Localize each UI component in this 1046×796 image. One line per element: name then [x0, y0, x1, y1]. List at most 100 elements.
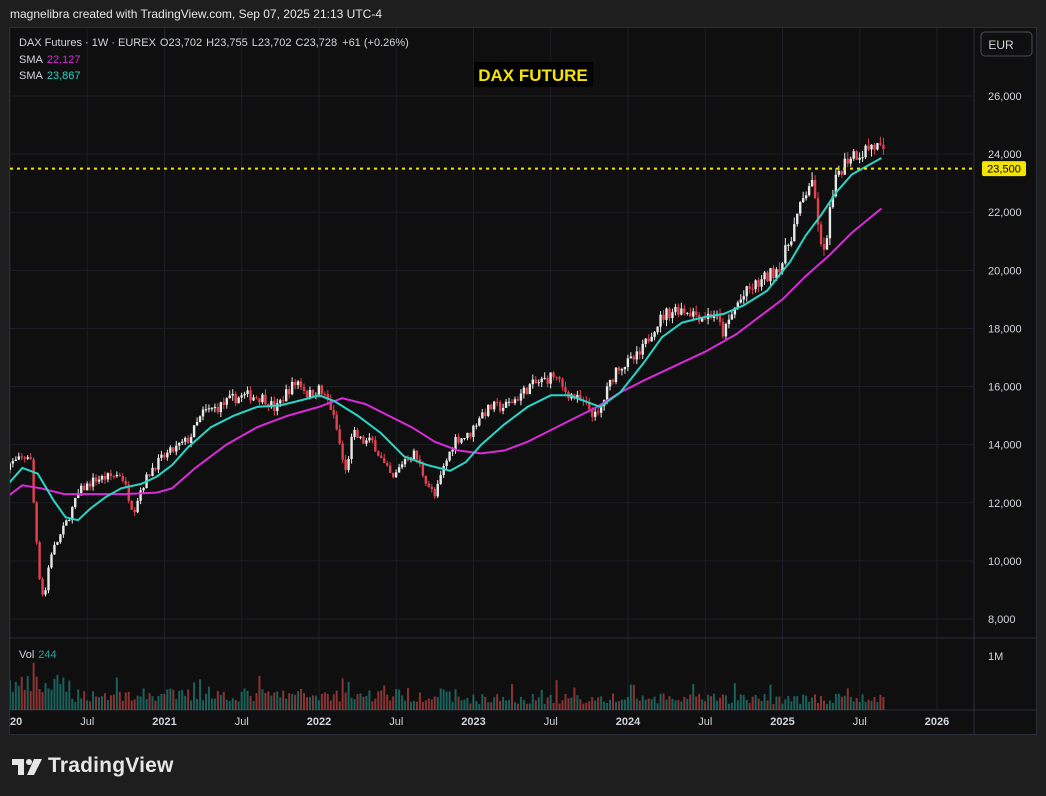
volume-bar	[505, 700, 508, 710]
candle-body	[198, 416, 202, 423]
y-tick-label: 20,000	[988, 265, 1022, 277]
candle-body	[555, 376, 558, 378]
candle-body	[576, 394, 579, 400]
volume-bar	[311, 695, 314, 710]
currency-button-frame[interactable]	[980, 31, 1033, 57]
volume-bar	[154, 700, 157, 710]
volume-bar	[178, 690, 181, 710]
volume-bar	[748, 703, 751, 710]
volume-bar	[828, 700, 831, 710]
legend-close-value: 23,728	[303, 37, 337, 49]
volume-bar	[418, 692, 421, 710]
candle-body	[742, 296, 745, 300]
legend-sma-slow[interactable]: SMA 22,127	[19, 54, 81, 66]
tradingview-logo-icon[interactable]	[12, 757, 44, 777]
candle-body	[412, 450, 416, 460]
candle-body	[644, 338, 647, 345]
candle-body	[85, 483, 89, 491]
candle-body	[674, 306, 677, 313]
volume-bar	[511, 684, 514, 710]
currency-button[interactable]: EUR	[980, 31, 1033, 57]
candle-body	[204, 409, 208, 411]
volume-bar	[683, 696, 686, 710]
candle-body	[252, 397, 255, 401]
candle-body	[109, 473, 113, 476]
sma-slow-line	[10, 207, 883, 496]
volume-bar	[252, 701, 255, 710]
candle-body	[852, 151, 855, 159]
volume-bar	[172, 689, 175, 710]
candle-body	[433, 488, 436, 497]
volume-bar	[733, 683, 736, 710]
candle-body	[867, 145, 870, 150]
candle-body	[507, 401, 511, 403]
candle-body	[873, 144, 876, 150]
price-chart[interactable]: 8,000 10,000 12,000 14,000 16,000 18,000 20,00…	[0, 28, 1036, 734]
volume-bar	[609, 699, 612, 710]
volume-bar	[766, 700, 769, 710]
volume-bar	[38, 689, 41, 710]
currency-button-label[interactable]: EUR	[988, 38, 1014, 52]
candle-body	[201, 409, 205, 417]
chart-panel[interactable]: 8,000 10,000 12,000 14,000 16,000 18,000 20,00…	[0, 27, 1037, 735]
candle-body	[59, 534, 62, 543]
volume-bar	[516, 703, 519, 710]
legend-change: +61 (+0.26%)	[342, 37, 409, 49]
legend-symbol: DAX Futures · 1W · EUREX	[19, 37, 157, 49]
volume-bar	[727, 703, 730, 710]
tradingview-logo-text[interactable]: TradingView	[48, 754, 174, 777]
volume-bars	[10, 662, 885, 710]
candle-body	[439, 475, 442, 484]
volume-bar	[493, 697, 496, 710]
volume-bar	[151, 696, 154, 710]
candle-body	[350, 436, 353, 459]
candle-body	[299, 381, 303, 387]
volume-bar	[796, 696, 799, 710]
volume-bar	[374, 698, 377, 710]
volume-bar	[166, 689, 169, 710]
candle-body	[745, 286, 748, 297]
volume-bar	[817, 702, 820, 710]
candle-body	[44, 590, 47, 595]
candle-body	[121, 476, 124, 481]
candle-body	[302, 386, 306, 391]
candle-body	[796, 213, 799, 225]
volume-bar	[341, 678, 344, 710]
candle-body	[537, 382, 540, 384]
candle-body	[287, 389, 291, 395]
volume-bar	[145, 699, 148, 710]
candle-body	[861, 157, 864, 159]
candle-body	[837, 170, 841, 175]
x-tick-label: 2023	[461, 716, 485, 728]
volume-bar	[451, 701, 454, 710]
candle-body	[510, 401, 514, 404]
candle-body	[588, 401, 591, 410]
candle-body	[29, 457, 32, 460]
legend-sma-fast[interactable]: SMA 23,867	[19, 70, 81, 82]
candle-body	[356, 429, 359, 438]
volume-bar	[160, 693, 163, 710]
volume-bar	[623, 699, 626, 710]
volume-bar	[32, 662, 35, 710]
volume-bar	[582, 703, 585, 710]
volume-bar	[668, 696, 671, 710]
candle-body	[769, 268, 772, 282]
candle-body	[383, 458, 386, 463]
candle-body	[763, 272, 766, 280]
volume-bar	[638, 700, 641, 710]
candle-body	[831, 196, 835, 208]
volume-bar	[112, 694, 115, 710]
volume-bar	[448, 691, 451, 710]
volume-bar	[157, 695, 160, 710]
volume-bar	[83, 691, 86, 710]
volume-bar	[713, 693, 716, 710]
volume-bar	[867, 699, 870, 710]
volume-bar	[184, 695, 187, 710]
volume-bar	[873, 697, 876, 710]
grid-lines	[9, 28, 974, 710]
legend-volume[interactable]: Vol 244	[19, 649, 57, 661]
volume-bar	[231, 698, 234, 710]
candle-body	[718, 314, 722, 322]
candle-body	[20, 456, 23, 458]
volume-bar	[531, 694, 534, 710]
